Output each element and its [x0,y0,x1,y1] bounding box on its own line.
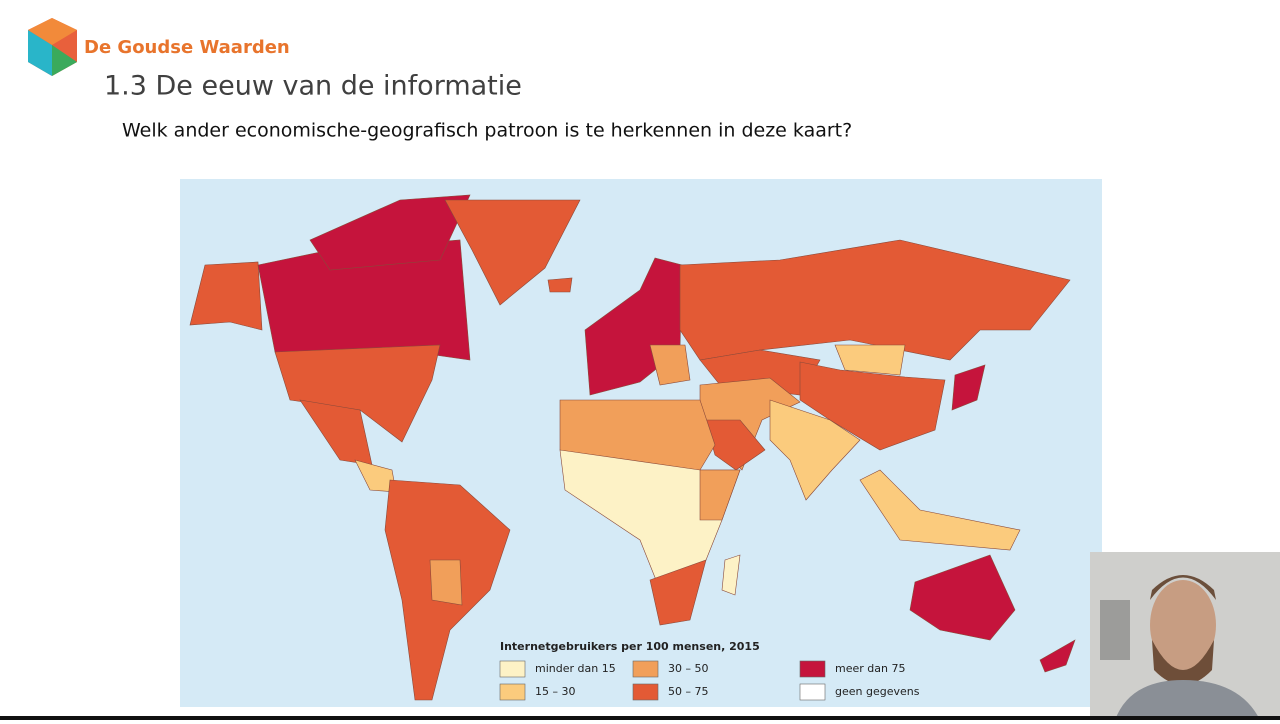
legend-label: geen gegevens [835,685,920,698]
region-arabia [704,419,766,471]
legend-swatch [632,660,659,678]
legend-label: 50 – 75 [668,685,709,698]
region-south-asia [769,399,861,501]
legend-swatch [499,683,526,701]
legend-swatch [799,660,826,678]
region-iceland [547,277,573,293]
webcam-object [1100,600,1130,660]
slide-title: 1.3 De eeuw van de informatie [104,71,522,102]
logo-facet [52,45,77,76]
logo-facet [28,30,52,76]
region-alaska [189,261,263,331]
slide-question: Welk ander economische-geografisch patro… [122,120,852,142]
legend-swatch [499,660,526,678]
webcam-beard [1152,640,1214,685]
legend-label: meer dan 75 [835,662,905,675]
legend-label: 15 – 30 [535,685,576,698]
region-east-africa [699,469,741,521]
logo-facet [28,18,77,45]
map: Internetgebruikers per 100 mensen, 2015 m… [180,179,1102,707]
webcam [1090,552,1280,720]
legend-label: 30 – 50 [668,662,709,675]
legend-swatch [632,683,659,701]
region-bolivia-paraguay [429,559,463,606]
region-australia [909,554,1016,641]
region-russia [679,239,1071,361]
region-greenland [444,199,581,306]
logo: De Goudse Waarden [28,18,290,76]
region-japan [951,364,986,411]
logo-text: De Goudse Waarden [84,37,290,58]
region-china [799,361,946,451]
region-mongolia [834,344,906,376]
webcam-shirt [1115,680,1260,720]
region-arctic-islands [309,194,471,271]
webcam-face [1150,580,1216,670]
legend-swatch [799,683,826,701]
region-madagascar [721,554,741,596]
region-new-zealand [1039,639,1076,673]
legend-title: Internetgebruikers per 100 mensen, 2015 [500,640,760,653]
region-southern-africa [649,559,707,626]
webcam-hair [1150,575,1216,600]
legend-label: minder dan 15 [535,662,616,675]
region-southeast-asia [859,469,1021,551]
region-usa [274,344,441,443]
bottom-bar [0,716,1280,720]
region-balkans [649,344,691,386]
